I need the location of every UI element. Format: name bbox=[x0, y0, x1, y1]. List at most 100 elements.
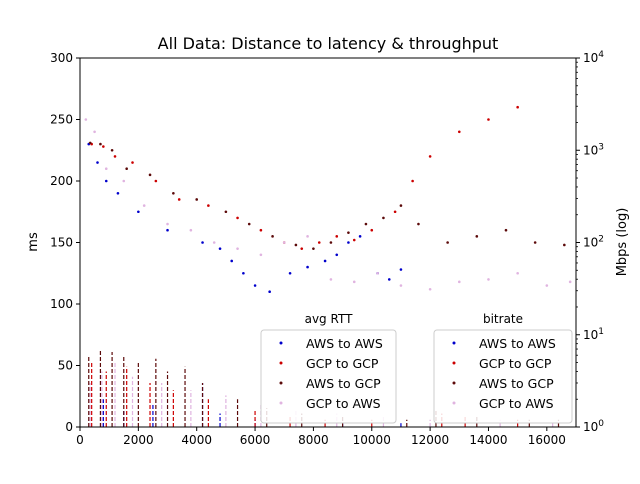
plot-marks bbox=[84, 105, 572, 427]
rtt-point bbox=[230, 259, 234, 263]
rtt-point bbox=[282, 241, 286, 244]
rtt-point bbox=[312, 247, 315, 250]
x-tick-label: 8000 bbox=[298, 433, 329, 447]
rtt-point bbox=[259, 228, 263, 232]
legend-marker bbox=[279, 361, 283, 365]
rtt-point bbox=[487, 278, 490, 281]
rtt-point bbox=[102, 145, 105, 148]
rtt-point bbox=[113, 155, 117, 158]
rtt-point bbox=[259, 253, 263, 257]
rtt-point bbox=[148, 173, 152, 177]
rtt-point bbox=[364, 222, 368, 226]
rtt-point bbox=[172, 192, 175, 195]
legend-marker bbox=[279, 401, 283, 405]
legend-label: GCP to AWS bbox=[479, 396, 554, 411]
rtt-point bbox=[516, 271, 519, 275]
rtt-point bbox=[104, 167, 108, 170]
rtt-point bbox=[195, 198, 199, 201]
rtt-point bbox=[271, 235, 274, 238]
rtt-point bbox=[411, 179, 414, 183]
y2-axis-label: Mbps (log) bbox=[615, 208, 630, 277]
series-rtt-aws-to-gcp bbox=[88, 141, 566, 250]
rtt-point bbox=[116, 192, 120, 195]
legend-avg-rtt: avg RTT AWS to AWS GCP to GCP AWS to GCP GCP… bbox=[260, 312, 397, 424]
axes: 0 2000 4000 6000 8000 10000 12000 14000 16000 0 50… bbox=[50, 50, 604, 447]
rtt-point bbox=[335, 253, 339, 257]
legend-label: GCP to GCP bbox=[479, 356, 552, 371]
legend-label: AWS to AWS bbox=[479, 336, 556, 351]
rtt-point bbox=[218, 247, 222, 250]
legend-label: GCP to AWS bbox=[306, 396, 381, 411]
rtt-point bbox=[122, 179, 126, 183]
rtt-point bbox=[96, 161, 99, 164]
rtt-point bbox=[131, 161, 134, 164]
y-tick-label: 300 bbox=[50, 51, 73, 65]
rtt-point bbox=[335, 235, 339, 238]
y2-tick-label: 102 bbox=[583, 235, 604, 250]
rtt-point bbox=[323, 259, 327, 263]
rtt-point bbox=[236, 216, 239, 220]
x-tick-label: 14000 bbox=[469, 433, 507, 447]
rtt-point bbox=[288, 271, 292, 275]
rtt-point bbox=[154, 179, 158, 183]
x-tick-label: 6000 bbox=[240, 433, 271, 447]
legend-marker bbox=[279, 341, 283, 345]
y2-tick-label: 103 bbox=[583, 142, 604, 157]
legend-label: AWS to GCP bbox=[306, 376, 381, 391]
legend-box bbox=[433, 329, 573, 424]
rtt-point bbox=[382, 216, 385, 220]
rtt-point bbox=[487, 118, 490, 121]
x-tick-label: 10000 bbox=[353, 433, 391, 447]
rtt-point bbox=[268, 290, 271, 294]
rtt-point bbox=[242, 271, 245, 275]
rtt-point bbox=[207, 204, 210, 207]
rtt-point bbox=[504, 228, 508, 232]
x-tick-label: 12000 bbox=[411, 433, 449, 447]
rtt-point bbox=[137, 210, 140, 214]
x-tick-label: 0 bbox=[76, 433, 84, 447]
x-tick-label: 16000 bbox=[528, 433, 566, 447]
y-tick-label: 200 bbox=[50, 174, 73, 188]
rtt-point bbox=[387, 278, 391, 281]
legend-bitrate: bitrate AWS to AWS GCP to GCP AWS to GCP GCP… bbox=[433, 312, 573, 424]
rtt-point bbox=[475, 235, 479, 238]
rtt-point bbox=[317, 241, 321, 244]
series-bitrate-gcp-to-aws bbox=[89, 362, 554, 427]
series-rtt-aws-to-aws bbox=[87, 142, 403, 294]
rtt-point bbox=[166, 228, 169, 232]
rtt-point bbox=[93, 130, 96, 134]
rtt-point bbox=[110, 148, 114, 152]
rtt-point bbox=[370, 228, 374, 232]
rtt-point bbox=[417, 222, 420, 226]
series-rtt-gcp-to-aws bbox=[84, 118, 572, 291]
legend-marker bbox=[452, 381, 456, 385]
rtt-point bbox=[99, 142, 102, 146]
rtt-point bbox=[300, 247, 304, 250]
rtt-point bbox=[224, 210, 228, 214]
chart-title: All Data: Distance to latency & throughp… bbox=[158, 34, 499, 53]
y-tick-label: 50 bbox=[58, 359, 73, 373]
rtt-point bbox=[563, 243, 566, 247]
rtt-point bbox=[446, 241, 449, 244]
legend-title: avg RTT bbox=[305, 312, 353, 326]
legend-marker bbox=[452, 341, 456, 345]
legend-marker bbox=[452, 361, 456, 365]
rtt-point bbox=[533, 241, 537, 244]
x-tick-label: 2000 bbox=[123, 433, 154, 447]
rtt-point bbox=[545, 284, 549, 287]
rtt-point bbox=[347, 231, 350, 234]
rtt-point bbox=[236, 247, 239, 250]
y-axis-label: ms bbox=[26, 232, 41, 252]
y-tick-label: 150 bbox=[50, 236, 73, 250]
rtt-point bbox=[358, 235, 362, 238]
rtt-point bbox=[399, 284, 403, 287]
legend-box bbox=[260, 329, 397, 424]
y-tick-label: 250 bbox=[50, 113, 73, 127]
rtt-point bbox=[329, 278, 333, 281]
rtt-point bbox=[457, 280, 461, 284]
legend-marker bbox=[452, 401, 456, 405]
legend-label: GCP to GCP bbox=[306, 356, 379, 371]
y2-tick-label: 101 bbox=[583, 327, 604, 342]
legend-marker bbox=[279, 381, 283, 385]
